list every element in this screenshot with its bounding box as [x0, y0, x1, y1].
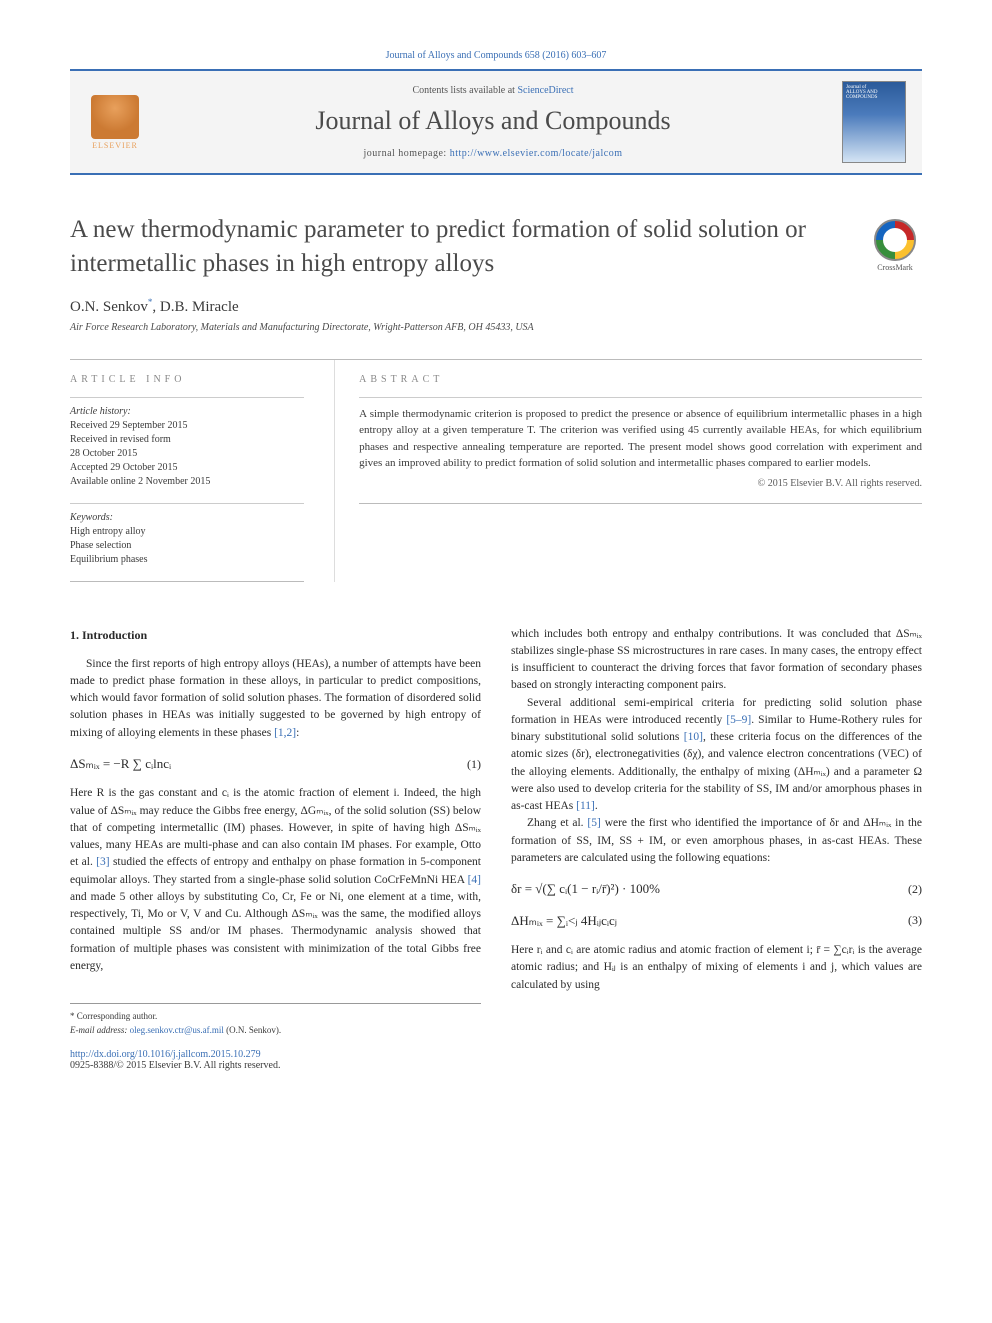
ref-link[interactable]: [5–9]: [726, 714, 751, 726]
para-text: and made 5 other alloys by substituting …: [70, 891, 481, 972]
equation-text: ΔHₘᵢₓ = ∑ᵢ<ⱼ 4Hᵢⱼcᵢcⱼ: [511, 911, 617, 931]
crossmark-icon: [874, 219, 916, 261]
equation-2: δr = √(∑ cᵢ(1 − rᵢ/r̄)²) · 100% (2): [511, 879, 922, 899]
keywords-head: Keywords:: [70, 512, 304, 523]
keyword: High entropy alloy: [70, 525, 304, 539]
contents-prefix: Contents lists available at: [412, 85, 517, 96]
elsevier-logo: ELSEVIER: [86, 90, 144, 154]
journal-cover-thumb: Journal of ALLOYS AND COMPOUNDS: [842, 81, 906, 163]
column-left: 1. Introduction Since the first reports …: [70, 626, 481, 1038]
para-text: Zhang et al.: [527, 817, 587, 829]
paragraph: Since the first reports of high entropy …: [70, 656, 481, 742]
ref-link[interactable]: [1,2]: [274, 727, 296, 739]
abstract-text: A simple thermodynamic criterion is prop…: [359, 406, 922, 472]
para-text: studied the effects of entropy and entha…: [70, 856, 481, 885]
paragraph: Several additional semi-empirical criter…: [511, 695, 922, 816]
article-info: ARTICLE INFO Article history: Received 2…: [70, 360, 334, 582]
ref-link[interactable]: [11]: [576, 800, 595, 812]
keyword: Equilibrium phases: [70, 553, 304, 567]
article-title: A new thermodynamic parameter to predict…: [70, 213, 922, 281]
column-right: which includes both entropy and enthalpy…: [511, 626, 922, 1038]
ref-link[interactable]: [10]: [684, 731, 703, 743]
cover-title-text: ALLOYS AND COMPOUNDS: [846, 90, 902, 100]
author-names: O.N. Senkov*, D.B. Miracle: [70, 299, 239, 315]
elsevier-tree-icon: [91, 95, 139, 139]
email-label: E-mail address:: [70, 1025, 130, 1035]
journal-name: Journal of Alloys and Compounds: [144, 106, 842, 136]
ref-link[interactable]: [5]: [587, 817, 600, 829]
equation-number: (2): [908, 880, 922, 898]
history-list: Received 29 September 2015 Received in r…: [70, 419, 304, 489]
history-head: Article history:: [70, 406, 304, 417]
doi-line: http://dx.doi.org/10.1016/j.jallcom.2015…: [70, 1049, 922, 1060]
crossmark-badge[interactable]: CrossMark: [868, 219, 922, 272]
email-link[interactable]: oleg.senkov.ctr@us.af.mil: [130, 1025, 224, 1035]
history-item: 28 October 2015: [70, 447, 304, 461]
contents-list-line: Contents lists available at ScienceDirec…: [144, 85, 842, 96]
equation-number: (3): [908, 911, 922, 929]
corr-author-line: * Corresponding author.: [70, 1010, 481, 1024]
doi-link[interactable]: http://dx.doi.org/10.1016/j.jallcom.2015…: [70, 1049, 261, 1060]
homepage-line: journal homepage: http://www.elsevier.co…: [144, 148, 842, 159]
para-text: , these criteria focus on the difference…: [511, 731, 922, 812]
sciencedirect-link[interactable]: ScienceDirect: [517, 85, 573, 96]
equation-1: ΔSₘᵢₓ = −R ∑ cᵢlncᵢ (1): [70, 754, 481, 774]
citation-line: Journal of Alloys and Compounds 658 (201…: [70, 50, 922, 61]
keyword: Phase selection: [70, 539, 304, 553]
article-info-header: ARTICLE INFO: [70, 374, 304, 385]
crossmark-label: CrossMark: [868, 263, 922, 272]
journal-header: ELSEVIER Contents lists available at Sci…: [70, 69, 922, 175]
section-1-head: 1. Introduction: [70, 626, 481, 644]
equation-text: δr = √(∑ cᵢ(1 − rᵢ/r̄)²) · 100%: [511, 879, 660, 899]
homepage-prefix: journal homepage:: [363, 148, 449, 159]
email-line: E-mail address: oleg.senkov.ctr@us.af.mi…: [70, 1024, 481, 1038]
history-item: Accepted 29 October 2015: [70, 461, 304, 475]
abstract-header: ABSTRACT: [359, 374, 922, 385]
keywords-list: High entropy alloy Phase selection Equil…: [70, 525, 304, 567]
para-text: .: [595, 800, 598, 812]
issn-line: 0925-8388/© 2015 Elsevier B.V. All right…: [70, 1060, 922, 1071]
history-item: Received 29 September 2015: [70, 419, 304, 433]
paragraph: Zhang et al. [5] were the first who iden…: [511, 815, 922, 867]
equation-3: ΔHₘᵢₓ = ∑ᵢ<ⱼ 4Hᵢⱼcᵢcⱼ (3): [511, 911, 922, 931]
affiliation: Air Force Research Laboratory, Materials…: [70, 322, 922, 333]
paragraph: Here rᵢ and cᵢ are atomic radius and ato…: [511, 942, 922, 994]
equation-text: ΔSₘᵢₓ = −R ∑ cᵢlncᵢ: [70, 754, 171, 774]
homepage-link[interactable]: http://www.elsevier.com/locate/jalcom: [450, 148, 623, 159]
abstract-copyright: © 2015 Elsevier B.V. All rights reserved…: [359, 478, 922, 489]
body-columns: 1. Introduction Since the first reports …: [70, 626, 922, 1038]
elsevier-label: ELSEVIER: [92, 141, 138, 150]
para-text: :: [296, 727, 299, 739]
corresponding-footer: * Corresponding author. E-mail address: …: [70, 1003, 481, 1037]
paragraph: Here R is the gas constant and cᵢ is the…: [70, 785, 481, 975]
paragraph: which includes both entropy and enthalpy…: [511, 626, 922, 695]
history-item: Received in revised form: [70, 433, 304, 447]
authors: O.N. Senkov*, D.B. Miracle: [70, 297, 922, 316]
ref-link[interactable]: [3]: [96, 856, 109, 868]
history-item: Available online 2 November 2015: [70, 475, 304, 489]
abstract: ABSTRACT A simple thermodynamic criterio…: [334, 360, 922, 582]
equation-number: (1): [467, 755, 481, 773]
email-suffix: (O.N. Senkov).: [224, 1025, 281, 1035]
ref-link[interactable]: [4]: [468, 874, 481, 886]
